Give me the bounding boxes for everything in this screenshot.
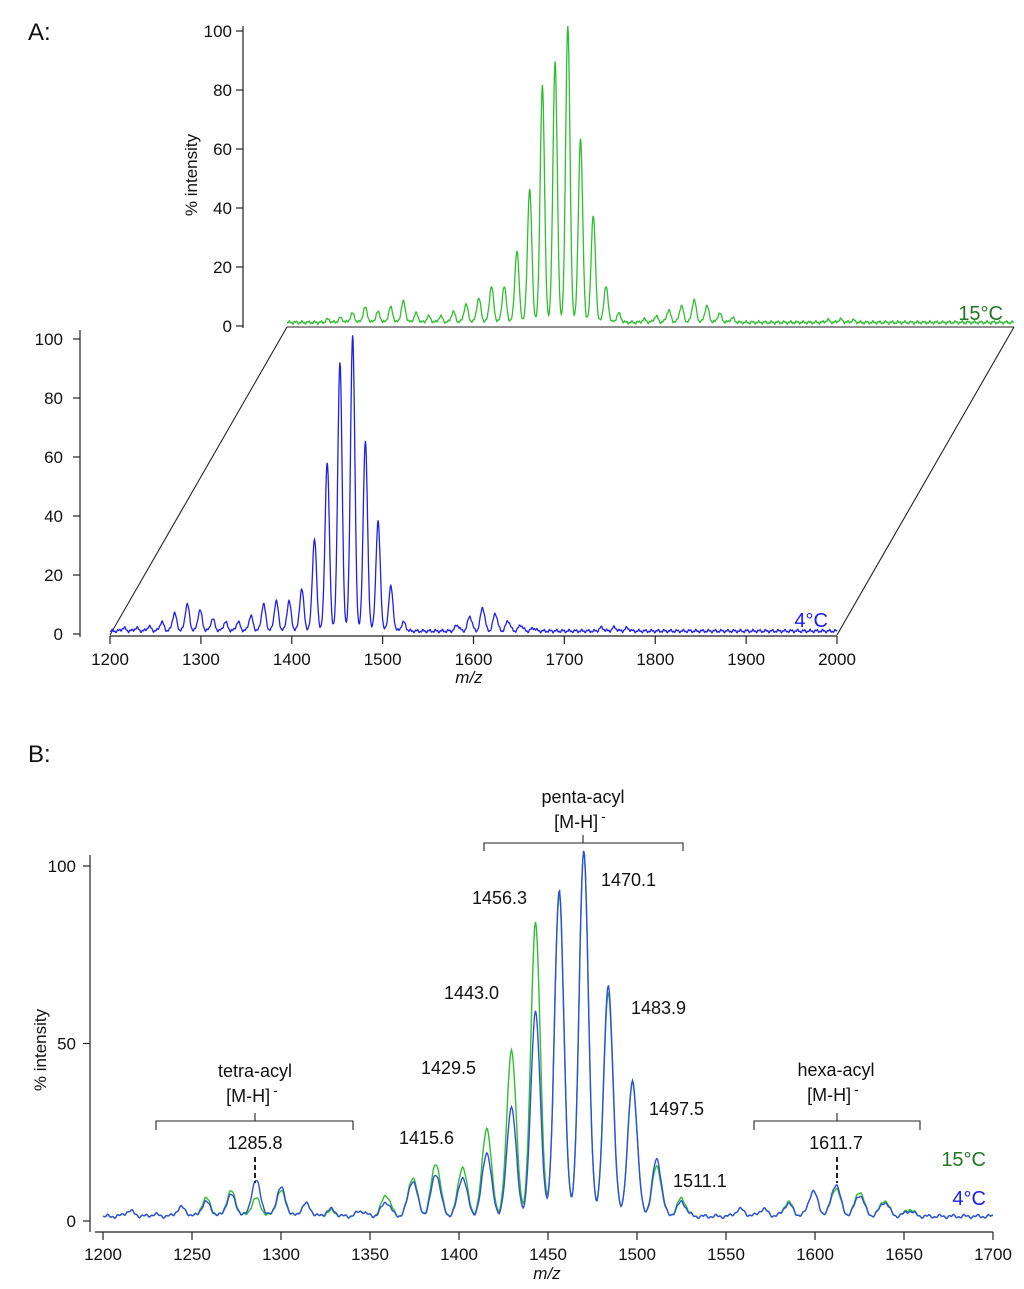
b-y-tick-label: 50 (57, 1035, 76, 1054)
penta-acyl-title: penta-acyl (541, 787, 624, 807)
b-x-tick-label: 1300 (262, 1245, 300, 1264)
a-trace-15c (286, 26, 1015, 326)
peak-label-1456-3: 1456.3 (472, 888, 527, 908)
penta-acyl-ion: [M-H] - (554, 808, 606, 832)
b-x-tick-label: 1550 (707, 1245, 745, 1264)
a-x-tick-label: 2000 (818, 650, 856, 669)
tetra-acyl-title: tetra-acyl (218, 1061, 292, 1081)
a-x-tick-label: 1300 (182, 650, 220, 669)
hexa-acyl-bracket (753, 1113, 921, 1130)
a-x-tick-label: 1400 (273, 650, 311, 669)
b-x-tick-label: 1500 (618, 1245, 656, 1264)
a-front-y-tick-label: 40 (44, 507, 63, 526)
b-x-tick-label: 1350 (351, 1245, 389, 1264)
b-y-ticks: 0 50 100 (48, 857, 90, 1231)
a-front-y-tick-label: 100 (35, 330, 63, 349)
peak-label-1470-1: 1470.1 (601, 870, 656, 890)
a-front-y-tick-label: 20 (44, 566, 63, 585)
b-y-tick-label: 100 (48, 857, 76, 876)
a-trace-4c (109, 335, 838, 634)
peak-label-1483-9: 1483.9 (631, 998, 686, 1018)
b-x-tick-label: 1600 (796, 1245, 834, 1264)
a-frame-right-edge (836, 326, 1015, 636)
a-back-y-tick-label: 80 (213, 81, 232, 100)
a-x-tick-label: 1900 (727, 650, 765, 669)
hexa-acyl-peak-label: 1611.7 (809, 1133, 863, 1153)
a-front-y-tick-label: 0 (54, 625, 63, 644)
tetra-acyl-peak-label: 1285.8 (227, 1133, 282, 1153)
a-y-axis-title: % intensity (182, 133, 201, 216)
a-label-4c: 4°C (794, 610, 828, 632)
a-back-y-tick-label: 0 (223, 317, 232, 336)
a-front-y-ticks: 0 20 40 60 80 100 (35, 330, 80, 644)
penta-acyl-bracket (483, 835, 684, 851)
b-x-tick-label: 1450 (529, 1245, 567, 1264)
peak-label-1511-1: 1511.1 (673, 1171, 727, 1191)
b-label-15c: 15°C (941, 1149, 986, 1171)
panel-a-label: A: (28, 19, 51, 46)
a-x-tick-label: 1500 (364, 650, 402, 669)
b-x-tick-label: 1200 (84, 1245, 122, 1264)
b-x-tick-label: 1700 (974, 1245, 1012, 1264)
b-y-axis-title: % intensity (31, 1008, 50, 1091)
a-label-15c: 15°C (958, 303, 1003, 325)
b-x-tick-label: 1250 (173, 1245, 211, 1264)
tetra-acyl-bracket (155, 1113, 354, 1130)
a-back-y-tick-label: 60 (213, 140, 232, 159)
a-back-y-tick-label: 20 (213, 258, 232, 277)
peak-label-1415-6: 1415.6 (399, 1128, 454, 1148)
b-x-tick-label: 1400 (440, 1245, 478, 1264)
a-x-axis-title: m/z (455, 668, 483, 687)
tetra-acyl-annotation: tetra-acyl [M-H] - 1285.8 (155, 1061, 354, 1183)
hexa-acyl-title: hexa-acyl (797, 1060, 874, 1080)
peak-label-1497-5: 1497.5 (649, 1099, 704, 1119)
a-front-y-tick-label: 80 (44, 389, 63, 408)
hexa-acyl-annotation: hexa-acyl [M-H] - 1611.7 (753, 1060, 921, 1183)
a-back-y-tick-label: 100 (204, 22, 232, 41)
peak-label-1429-5: 1429.5 (421, 1058, 476, 1078)
a-x-tick-label: 1200 (91, 650, 129, 669)
tetra-acyl-ion: [M-H] - (226, 1082, 278, 1106)
b-y-tick-label: 0 (67, 1212, 76, 1231)
a-back-y-ticks: 0 20 40 60 80 100 (204, 22, 243, 336)
b-x-tick-label: 1650 (885, 1245, 923, 1264)
panel-b-label: B: (28, 741, 51, 768)
a-back-y-tick-label: 40 (213, 199, 232, 218)
a-x-tick-label: 1700 (545, 650, 583, 669)
a-frame-left-edge (109, 326, 288, 636)
a-front-y-tick-label: 60 (44, 448, 63, 467)
b-trace-15c (102, 850, 994, 1220)
a-x-tick-label: 1600 (455, 650, 493, 669)
penta-acyl-annotation: penta-acyl [M-H] - (483, 787, 684, 851)
b-label-4c: 4°C (952, 1188, 986, 1210)
peak-label-1443-0: 1443.0 (444, 983, 499, 1003)
a-x-ticks: 1200 1300 1400 1500 1600 1700 1800 1900 2000 (91, 636, 856, 669)
a-x-tick-label: 1800 (636, 650, 674, 669)
b-x-axis-title: m/z (533, 1264, 561, 1283)
b-x-ticks: 1200 1250 1300 1350 1400 1450 1500 1550 1600 1650… (84, 1232, 1012, 1264)
panel-a-chart: 0 20 40 60 80 100 % intensity 15°C 4°C 0 20 40 6… (35, 22, 1015, 687)
b-trace-4c (102, 850, 994, 1220)
hexa-acyl-ion: [M-H] - (807, 1081, 859, 1105)
